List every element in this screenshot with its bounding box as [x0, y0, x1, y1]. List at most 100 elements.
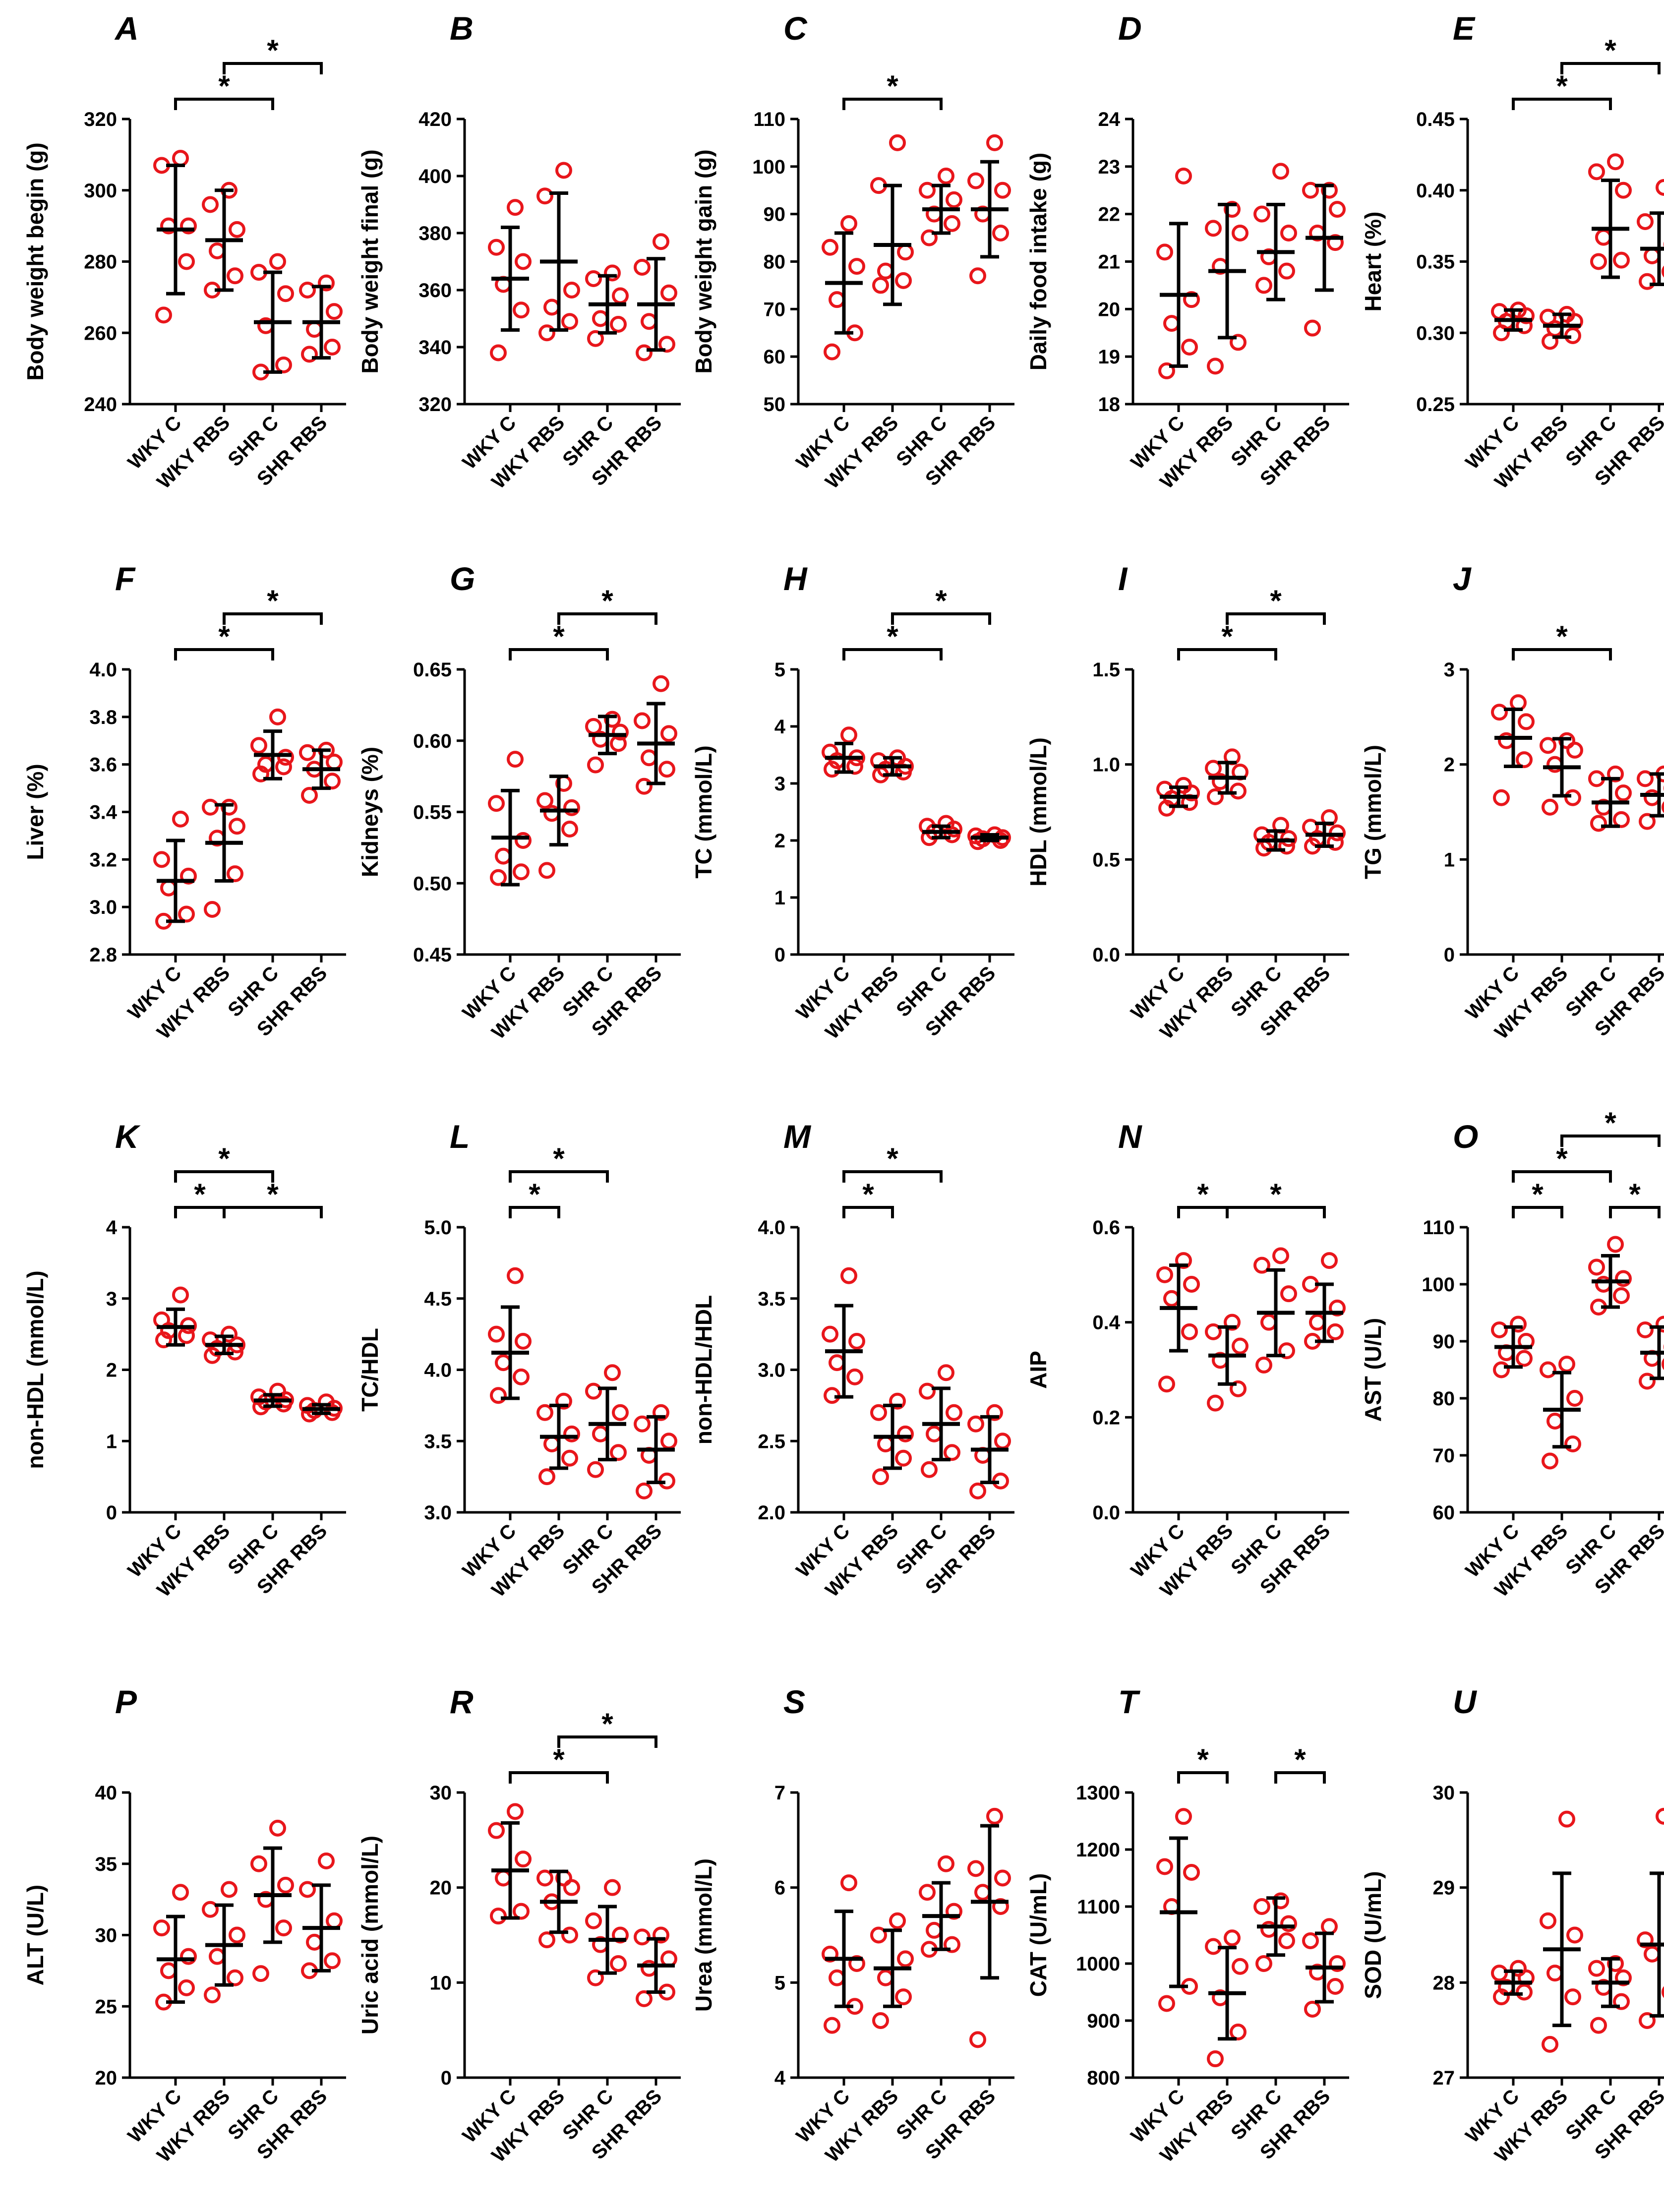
significance-bracket — [223, 62, 323, 74]
data-point — [1158, 1995, 1175, 2012]
data-point — [994, 1433, 1011, 1450]
data-point — [877, 262, 894, 280]
data-point — [660, 725, 677, 742]
data-point — [221, 1881, 238, 1898]
data-point — [822, 239, 838, 256]
y-axis-label: AIP — [1025, 1351, 1051, 1389]
y-axis-label: Body weight gain (g) — [691, 149, 716, 373]
data-point — [153, 1311, 170, 1328]
data-point — [946, 1404, 962, 1421]
data-point — [824, 2017, 840, 2034]
data-point — [1321, 1918, 1338, 1935]
significance-star: * — [887, 69, 898, 103]
data-point — [1588, 1258, 1605, 1276]
data-point — [944, 1936, 960, 1953]
y-tick-label: 3.8 — [89, 707, 117, 728]
data-point — [636, 1990, 653, 2007]
y-tick-label: 6 — [774, 1877, 785, 1899]
significance-star: * — [1556, 620, 1568, 653]
data-point — [543, 1435, 560, 1452]
data-point — [612, 1404, 629, 1421]
data-point — [1156, 1858, 1173, 1875]
data-point — [1224, 201, 1241, 218]
data-point — [1232, 1337, 1248, 1355]
data-point — [1207, 1394, 1224, 1412]
data-point — [1327, 1978, 1344, 1995]
data-point — [938, 1855, 954, 1872]
data-point — [1255, 277, 1272, 294]
data-point — [822, 1945, 838, 1963]
significance-star: * — [887, 620, 898, 653]
data-point — [221, 798, 238, 816]
data-point — [269, 1819, 286, 1837]
y-tick-label: 18 — [1098, 394, 1121, 416]
data-point — [563, 799, 580, 816]
data-point — [848, 1955, 865, 1972]
data-point — [1224, 1314, 1241, 1331]
data-point — [1613, 811, 1630, 828]
y-tick-label: 20 — [1098, 299, 1121, 320]
data-point — [641, 1960, 657, 1977]
data-point — [269, 1382, 286, 1400]
significance-star: * — [601, 584, 613, 617]
y-tick-label: 24 — [1098, 109, 1121, 130]
significance-bracket — [1560, 62, 1661, 74]
y-tick-label: 23 — [1098, 156, 1121, 178]
y-tick-label: 2 — [106, 1360, 117, 1381]
data-point — [252, 1965, 269, 1982]
significance-bracket — [842, 1170, 943, 1183]
data-point — [1613, 1287, 1630, 1304]
y-axis-label: CAT (U/mL) — [1025, 1873, 1051, 1997]
data-point — [490, 344, 507, 361]
data-point — [495, 1869, 512, 1887]
data-point — [1558, 1356, 1575, 1373]
data-point — [848, 1333, 865, 1350]
data-point — [1163, 315, 1180, 332]
data-point — [585, 718, 602, 735]
y-tick-label: 3 — [1444, 659, 1455, 681]
data-point — [612, 723, 629, 741]
data-point — [926, 1921, 943, 1939]
data-point — [275, 1919, 292, 1937]
y-tick-label: 2 — [774, 830, 785, 852]
significance-star: * — [1556, 69, 1568, 103]
data-point — [515, 1333, 532, 1350]
panel-letter: P — [115, 1683, 137, 1720]
data-point — [1546, 1965, 1563, 1982]
data-point — [967, 172, 984, 189]
data-point — [160, 879, 177, 897]
data-point — [1615, 1270, 1632, 1287]
data-point — [1607, 153, 1624, 171]
data-point — [1566, 1390, 1583, 1407]
y-tick-label: 3.2 — [89, 849, 117, 871]
data-point — [846, 1368, 863, 1385]
data-point — [1564, 1988, 1581, 2006]
data-point — [1639, 813, 1656, 830]
data-point — [536, 187, 553, 205]
data-point — [641, 313, 657, 330]
data-point — [612, 1926, 629, 1944]
data-point — [1662, 801, 1664, 813]
y-tick-label: 3.0 — [424, 1502, 452, 1524]
data-point — [1183, 1864, 1200, 1881]
y-tick-label: 4 — [106, 1217, 118, 1239]
data-point — [538, 324, 555, 342]
significance-bracket — [842, 1206, 894, 1218]
data-point — [1230, 2024, 1247, 2040]
data-point — [1662, 1358, 1664, 1371]
panel-letter: E — [1453, 10, 1476, 47]
data-point — [227, 1969, 243, 1986]
y-tick-label: 90 — [1433, 1331, 1455, 1353]
significance-star: * — [887, 1142, 898, 1175]
y-tick-label: 110 — [1423, 1217, 1455, 1239]
y-tick-label: 0.0 — [1092, 944, 1120, 966]
data-point — [1637, 770, 1654, 787]
y-tick-label: 380 — [418, 223, 452, 244]
data-point — [299, 282, 316, 299]
data-point — [938, 1364, 954, 1381]
data-point — [1278, 262, 1295, 280]
data-point — [1613, 1993, 1630, 2010]
data-point — [306, 321, 323, 338]
data-point — [872, 277, 889, 294]
data-point — [275, 758, 292, 776]
